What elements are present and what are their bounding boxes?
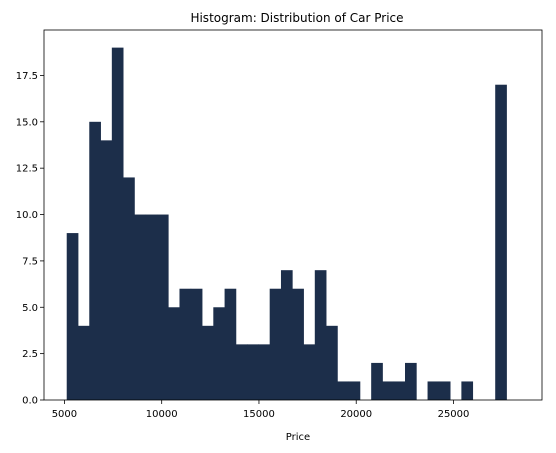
x-tick-label: 5000 <box>52 409 77 420</box>
chart-title: Histogram: Distribution of Car Price <box>190 11 403 25</box>
histogram-bar <box>314 270 327 400</box>
histogram-bar <box>382 381 395 400</box>
histogram-bar <box>326 325 338 400</box>
x-axis-ticks: 5000 10000 15000 20000 25000 <box>52 400 470 420</box>
y-axis-ticks: 0.0 2.5 5.0 7.5 10.0 12.5 15.0 17.5 <box>16 71 44 407</box>
histogram-bar <box>371 362 383 400</box>
plot-frame <box>43 29 543 401</box>
histogram-bar <box>258 344 271 400</box>
y-tick-label: 5.0 <box>22 303 38 314</box>
y-tick-label: 0.0 <box>22 396 38 407</box>
histogram-bar <box>269 288 282 400</box>
y-tick-label: 10.0 <box>16 210 38 221</box>
histogram-bar <box>168 307 180 400</box>
histogram-bar <box>438 381 451 400</box>
histogram-bar <box>145 214 158 400</box>
y-tick-label: 7.5 <box>22 256 38 267</box>
histogram-bar <box>247 344 259 400</box>
histogram-bar <box>495 84 507 400</box>
histogram-bar <box>190 288 203 400</box>
y-tick-label: 12.5 <box>16 164 38 175</box>
y-tick-label: 17.5 <box>16 71 38 82</box>
histogram-bar <box>427 381 440 400</box>
histogram-bar <box>111 47 124 400</box>
histogram-bar <box>348 381 361 400</box>
histogram-bar <box>66 233 79 400</box>
histogram-bar <box>393 381 406 400</box>
histogram-bar <box>303 344 316 400</box>
histogram-bar <box>224 288 237 400</box>
histogram-bar <box>280 270 293 400</box>
histogram-bar <box>337 381 350 400</box>
histogram-bar <box>100 140 113 400</box>
bars-group <box>66 47 507 401</box>
x-tick-label: 25000 <box>438 409 470 420</box>
histogram-bar <box>235 344 248 400</box>
histogram-bar <box>134 214 147 400</box>
histogram-bar <box>179 288 192 400</box>
x-axis-label: Price <box>286 432 310 443</box>
histogram-bar <box>202 325 214 400</box>
histogram-bar <box>405 362 417 400</box>
x-tick-label: 15000 <box>243 409 275 420</box>
y-tick-label: 15.0 <box>16 117 38 128</box>
histogram-bar <box>461 381 474 400</box>
x-tick-label: 20000 <box>340 409 372 420</box>
histogram-bar <box>77 325 90 400</box>
histogram-bar <box>89 121 101 401</box>
histogram-bar <box>213 307 225 400</box>
x-tick-label: 10000 <box>146 409 178 420</box>
y-tick-label: 2.5 <box>22 349 38 360</box>
histogram-bar <box>292 288 304 400</box>
histogram-bar <box>123 177 135 400</box>
histogram-bar <box>156 214 169 400</box>
